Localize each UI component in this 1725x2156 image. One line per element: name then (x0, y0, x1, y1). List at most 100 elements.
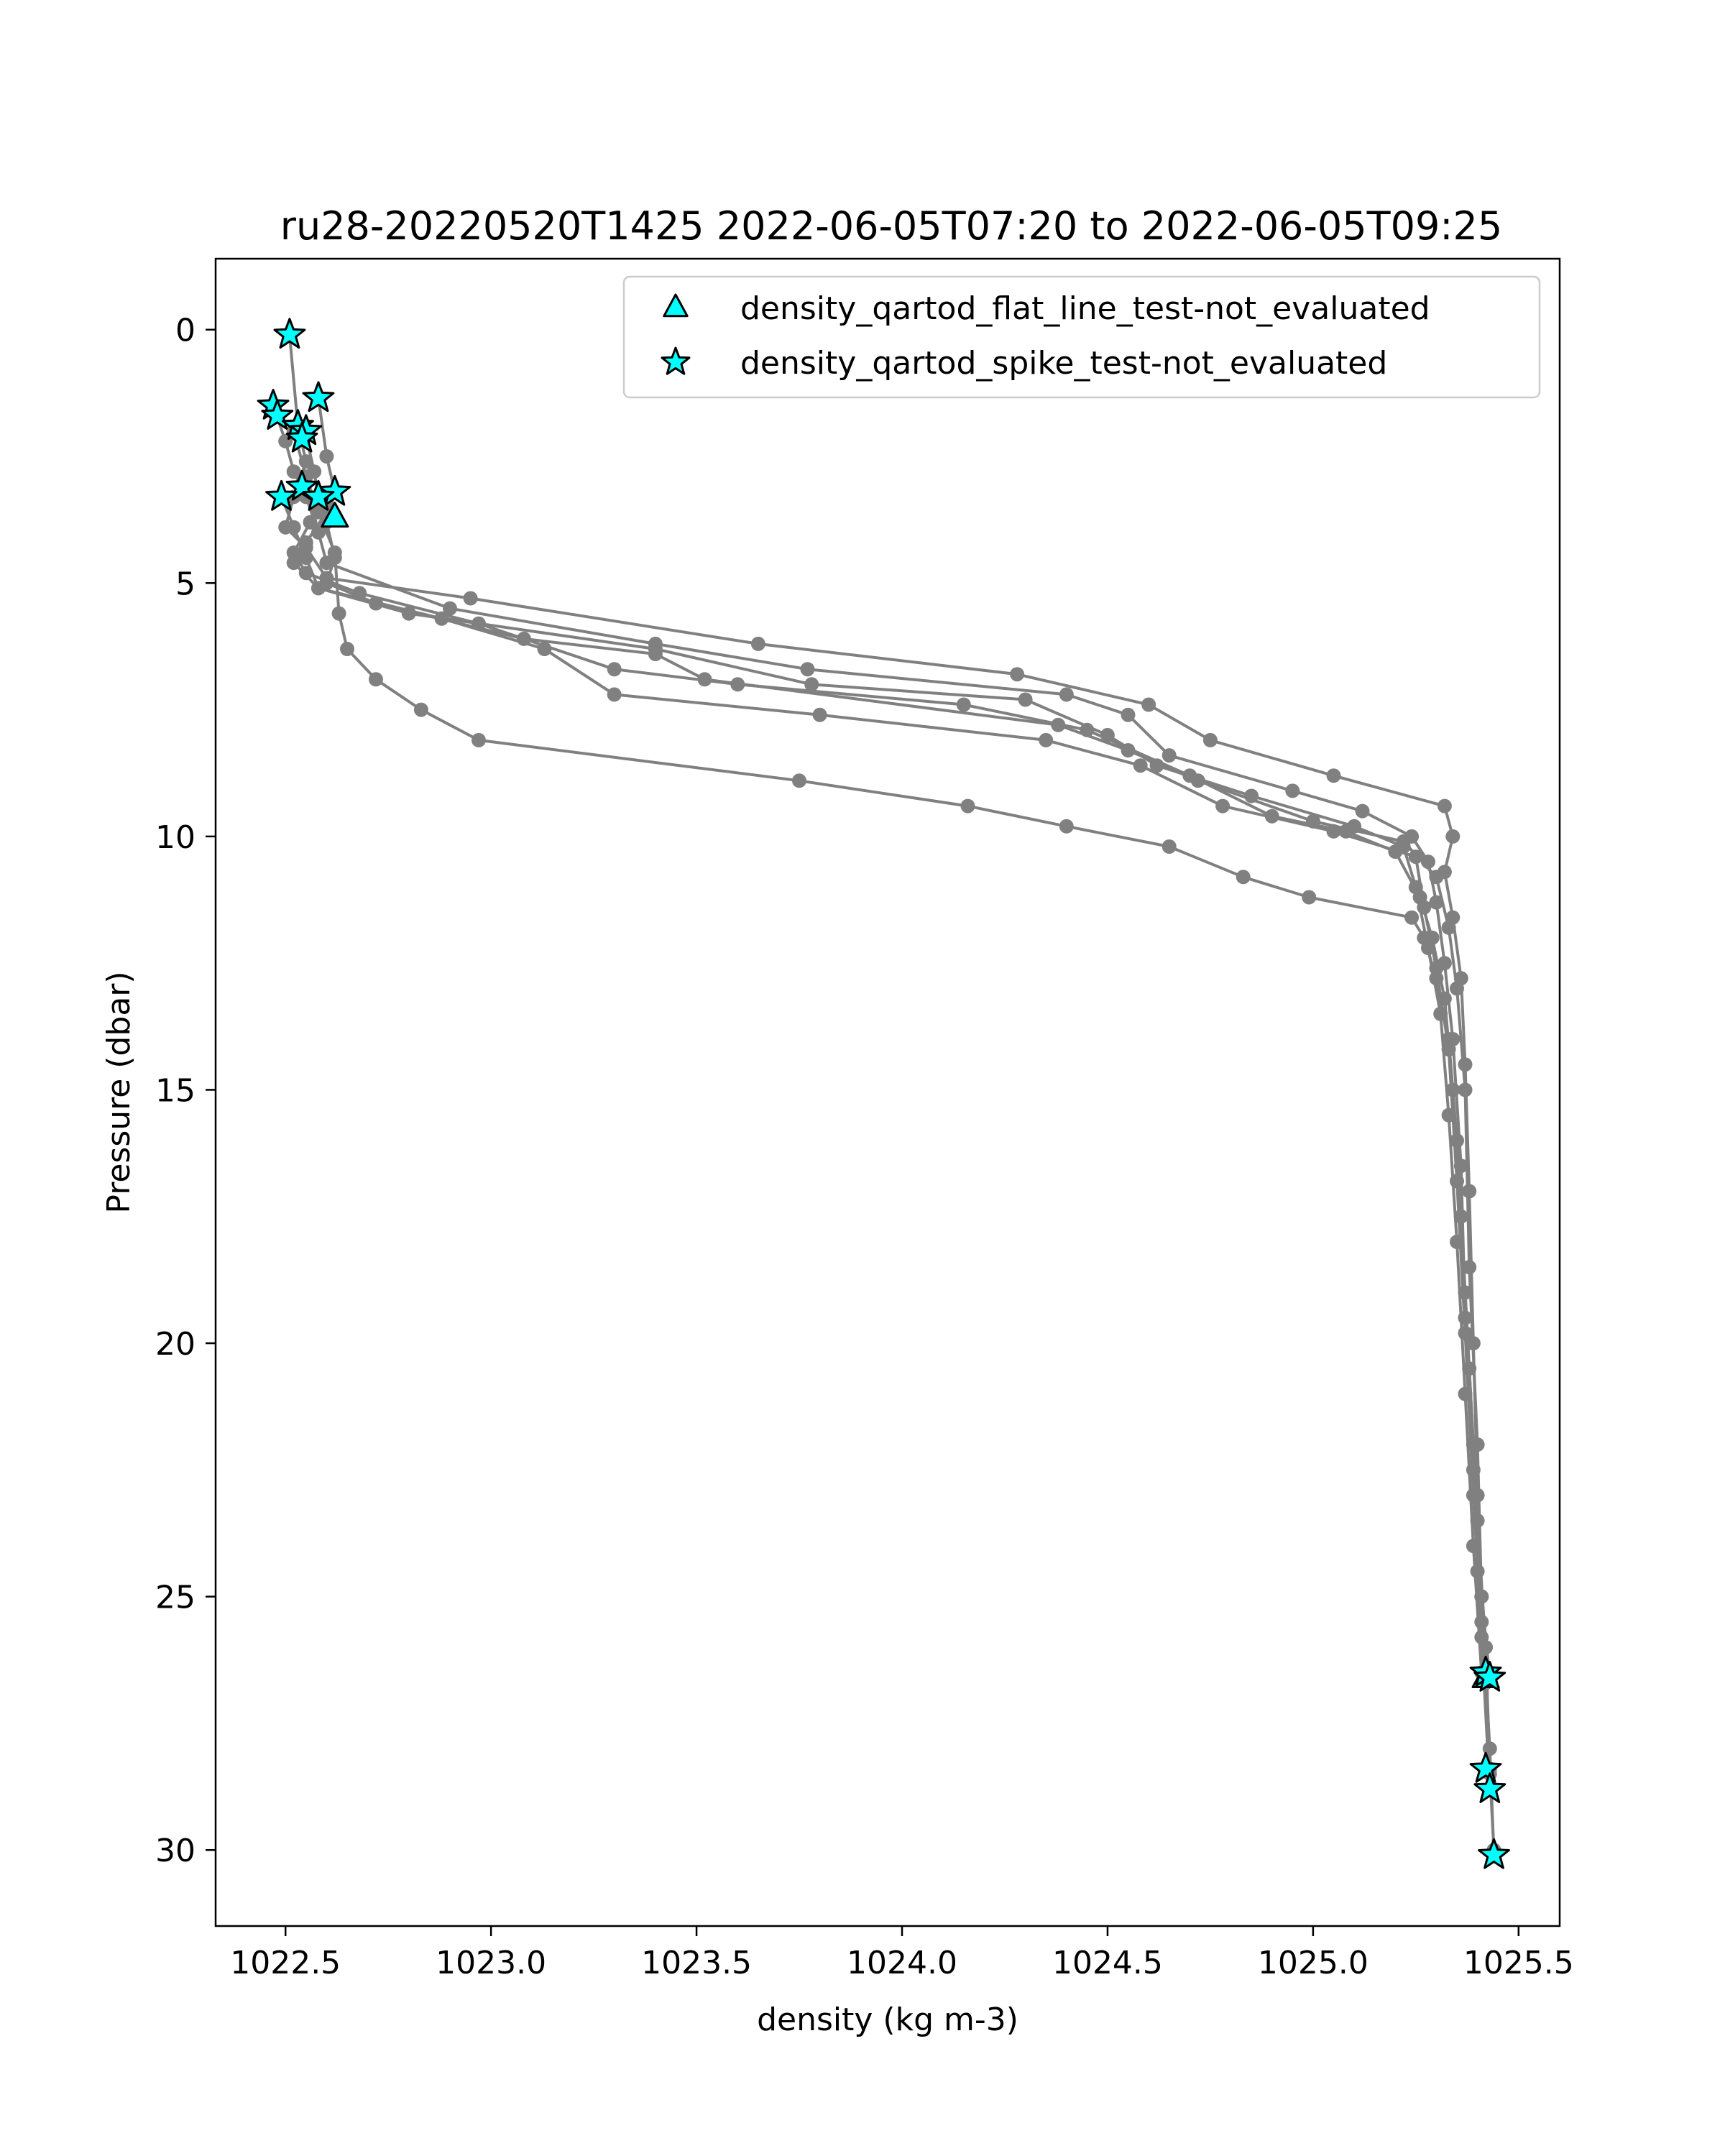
star-flag-marker (265, 479, 298, 511)
profile-point (1051, 717, 1066, 732)
profile-point (1215, 798, 1230, 814)
star-flag-marker (1478, 1838, 1510, 1869)
legend: density_qartod_flat_line_test-not_evalua… (622, 275, 1541, 399)
profile-point (1133, 758, 1148, 773)
star-flag-marker (261, 399, 294, 430)
y-axis-ticks: 0 5 10 15 20 25 30 (155, 313, 216, 1869)
x-tick-label: 1024.5 (1052, 1945, 1163, 1981)
legend-label: density_qartod_spike_test-not_evaluated (740, 345, 1387, 382)
star-flag-series (257, 318, 1510, 1869)
profile-point (1462, 1184, 1477, 1199)
profile-point (607, 662, 622, 677)
profile-point (1121, 707, 1136, 722)
profile-point (1450, 981, 1464, 996)
profile-point (812, 707, 827, 722)
profile-point (1355, 803, 1370, 819)
profile-point (1458, 1057, 1473, 1072)
profile-point (1450, 1174, 1464, 1189)
profile-point (1458, 1285, 1473, 1300)
profile-point (1441, 1032, 1456, 1046)
profile-point (750, 636, 765, 651)
y-tick-label: 25 (155, 1580, 196, 1616)
profile-point (286, 520, 301, 535)
profile-5 (319, 484, 1497, 1685)
flag-markers-layer (257, 318, 1510, 1869)
profile-point (1466, 1488, 1481, 1503)
profile-point (1141, 697, 1156, 712)
profile-lines-layer (266, 327, 1501, 1863)
profile-point (1162, 748, 1177, 763)
profile-point (792, 773, 806, 788)
profile-point (1429, 971, 1444, 986)
plot-area (214, 257, 1561, 1927)
profile-point (319, 449, 334, 464)
profile-point (1466, 1437, 1481, 1452)
profile-point (1417, 930, 1432, 945)
y-tick-label: 10 (155, 819, 196, 856)
y-tick-label: 20 (155, 1326, 196, 1363)
x-tick-label: 1025.0 (1258, 1945, 1368, 1981)
profile-point (1010, 667, 1025, 682)
x-tick-label: 1022.5 (230, 1945, 341, 1981)
star-flag-marker (1469, 1751, 1502, 1783)
profile-point (1285, 783, 1300, 798)
profile-point (443, 601, 457, 616)
profile-line (292, 397, 1484, 1673)
profile-point (1470, 1564, 1485, 1579)
profile-point (1429, 895, 1444, 910)
legend-items: density_qartod_flat_line_test-not_evalua… (661, 290, 1430, 382)
profile-point (413, 702, 428, 717)
profile-point (369, 672, 383, 687)
legend-triangle-icon (663, 293, 689, 318)
profile-point (1441, 920, 1456, 935)
profile-point (1458, 1326, 1473, 1340)
profile-point (1039, 732, 1054, 747)
profile-point (1450, 1133, 1464, 1148)
profile-point (1437, 798, 1452, 814)
profile-point (1236, 870, 1251, 885)
profile-point (1458, 1082, 1473, 1097)
y-tick-label: 0 (175, 313, 196, 349)
profile-point (1417, 900, 1432, 915)
profile-point (1462, 1260, 1477, 1275)
plot-frame (214, 257, 1561, 1927)
profile-point (286, 545, 301, 560)
y-tick-label: 15 (155, 1072, 196, 1109)
profile-point (804, 677, 819, 692)
profile-6 (274, 489, 1497, 1797)
triangle-flag-marker (321, 502, 349, 528)
star-flag-marker (1473, 1772, 1506, 1803)
legend-item: density_qartod_flat_line_test-not_evalua… (663, 290, 1430, 327)
profile-1 (278, 327, 1494, 1680)
profile-point (1445, 829, 1460, 844)
profile-point (607, 687, 622, 702)
profile-point (1302, 890, 1317, 905)
profile-line (284, 334, 1488, 1673)
x-tick-label: 1024.0 (847, 1945, 957, 1981)
profile-point (537, 642, 552, 656)
profile-point (1404, 910, 1420, 925)
x-tick-label: 1023.0 (436, 1945, 546, 1981)
profile-point (1018, 692, 1033, 707)
star-flag-marker (302, 381, 335, 413)
profile-point (286, 464, 301, 479)
profile-point (298, 550, 313, 565)
profile-3 (286, 390, 1489, 1680)
profile-line (292, 436, 1491, 1769)
legend-item: density_qartod_spike_test-not_evaluated (661, 345, 1387, 382)
star-flag-marker (302, 479, 335, 511)
profile-7 (286, 423, 1501, 1858)
profile-point (1326, 768, 1341, 783)
x-tick-label: 1025.5 (1463, 1945, 1574, 1981)
star-flag-marker (285, 421, 318, 453)
profile-point (340, 642, 354, 656)
profile-point (1190, 773, 1205, 788)
profile-point (434, 611, 449, 626)
x-axis-label: density (kg m-3) (757, 2001, 1018, 2038)
profile-point (697, 672, 712, 687)
y-tick-label: 5 (175, 566, 196, 602)
legend-star-icon (661, 346, 691, 375)
profile-point (800, 662, 815, 677)
star-flag-marker (273, 318, 306, 349)
